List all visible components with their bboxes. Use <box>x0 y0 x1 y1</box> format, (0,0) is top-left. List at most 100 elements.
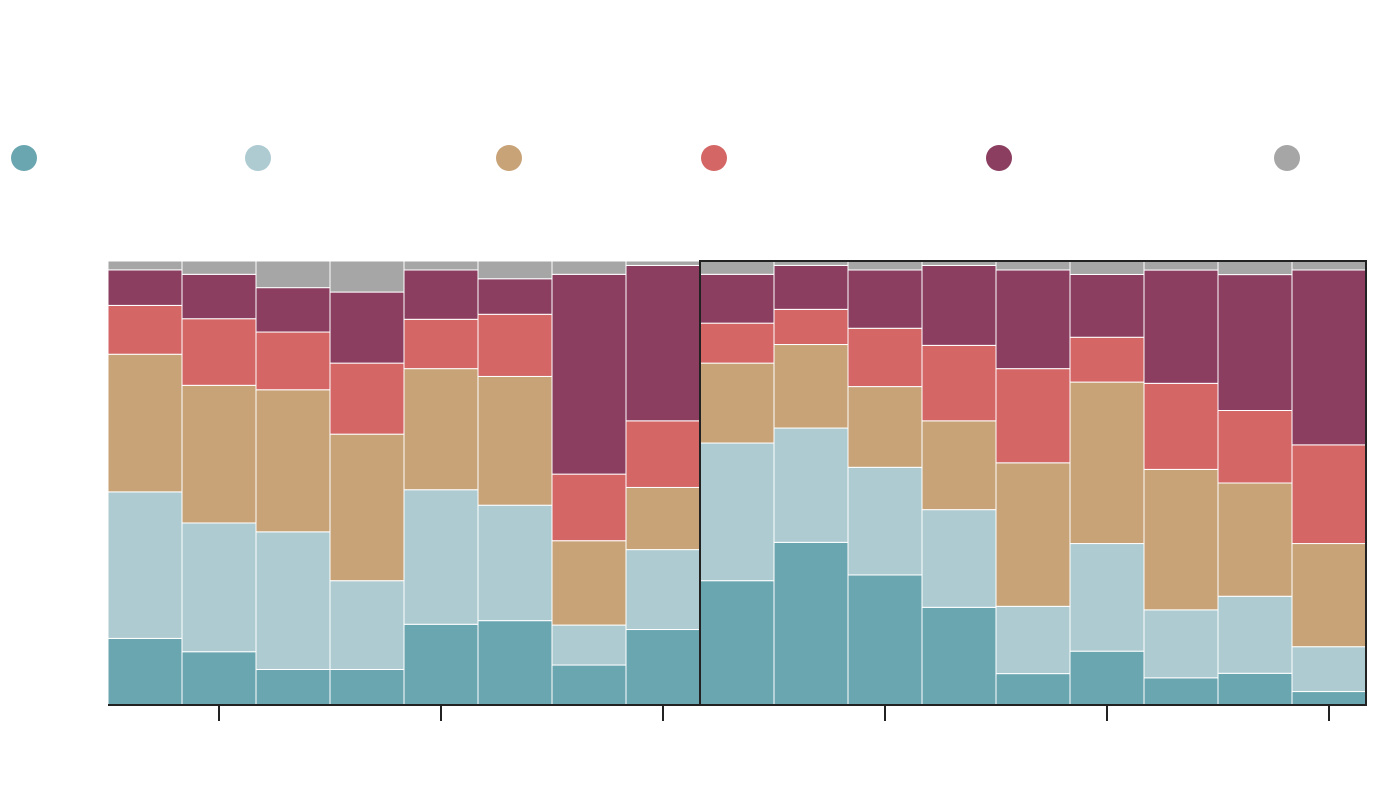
legend-marker-4 <box>701 145 727 171</box>
bar-segment-8-series-3 <box>625 486 701 551</box>
bar-segment-13-series-5 <box>995 269 1071 370</box>
bar-segment-2-series-4 <box>181 318 257 386</box>
bar-segment-14-series-4 <box>1069 336 1145 383</box>
bar-segment-4-series-1 <box>329 668 405 706</box>
bar-segment-12-series-3 <box>921 420 997 511</box>
bar-segment-10-series-1 <box>773 541 849 706</box>
bar-segment-4-series-3 <box>329 433 405 582</box>
bar-segment-7-series-2 <box>551 624 627 666</box>
bar-segment-7-series-4 <box>551 473 627 542</box>
bar-segment-17-series-4 <box>1291 444 1367 545</box>
bar-segment-2-series-3 <box>181 384 257 524</box>
bar-segment-11-series-4 <box>847 327 923 388</box>
bar-segment-8-series-5 <box>625 264 701 422</box>
bar-segment-17-series-6 <box>1291 260 1367 271</box>
bar-segment-13-series-2 <box>995 605 1071 675</box>
bar-segment-10-series-4 <box>773 308 849 346</box>
bar-segment-3-series-6 <box>255 260 331 289</box>
bar-segment-8-series-6 <box>625 260 701 266</box>
plot-area <box>107 260 1367 706</box>
bar-segment-1-series-5 <box>107 269 183 306</box>
bar-segment-15-series-1 <box>1143 677 1219 706</box>
bar-segment-2-series-5 <box>181 273 257 320</box>
bar-segment-12-series-2 <box>921 509 997 608</box>
bar-segment-17-series-3 <box>1291 543 1367 648</box>
bar-segment-14-series-3 <box>1069 381 1145 545</box>
bar-segment-9-series-5 <box>699 273 775 324</box>
bar-segment-16-series-5 <box>1217 274 1293 412</box>
bar-segment-9-series-2 <box>699 442 775 582</box>
bar-segment-3-series-1 <box>255 668 331 706</box>
bar-segment-16-series-1 <box>1217 672 1293 706</box>
bar-segment-15-series-4 <box>1143 382 1219 470</box>
bar-segment-9-series-1 <box>699 580 775 706</box>
legend-marker-6 <box>1274 145 1300 171</box>
bar-segment-7-series-3 <box>551 540 627 626</box>
bar-segment-5-series-2 <box>403 489 479 625</box>
bar-segment-12-series-1 <box>921 606 997 706</box>
bar-segment-3-series-5 <box>255 287 331 333</box>
bar-segment-6-series-3 <box>477 375 553 506</box>
bar-segment-11-series-1 <box>847 574 923 706</box>
bar-segment-17-series-5 <box>1291 269 1367 446</box>
bar-segment-16-series-6 <box>1217 260 1293 276</box>
legend-marker-5 <box>986 145 1012 171</box>
bar-segment-3-series-2 <box>255 531 331 670</box>
bar-segment-16-series-3 <box>1217 482 1293 597</box>
bar-segment-4-series-4 <box>329 362 405 435</box>
legend-marker-3 <box>496 145 522 171</box>
bar-segment-1-series-6 <box>107 260 183 271</box>
legend <box>11 145 1300 171</box>
bar-segment-15-series-3 <box>1143 468 1219 611</box>
bar-segment-9-series-6 <box>699 260 775 275</box>
bar-segment-1-series-4 <box>107 304 183 355</box>
bar-segment-14-series-2 <box>1069 543 1145 652</box>
bar-segment-5-series-5 <box>403 269 479 320</box>
bar-segment-14-series-6 <box>1069 260 1145 275</box>
bar-segment-5-series-1 <box>403 623 479 706</box>
bar-segment-6-series-1 <box>477 620 553 706</box>
bar-segment-11-series-6 <box>847 260 923 271</box>
bar-segment-10-series-2 <box>773 427 849 543</box>
bar-segment-1-series-3 <box>107 353 183 493</box>
bar-segment-6-series-6 <box>477 260 553 280</box>
bar-segment-5-series-3 <box>403 368 479 491</box>
bar-segment-12-series-4 <box>921 344 997 422</box>
bar-segment-6-series-2 <box>477 504 553 622</box>
bar-segment-9-series-3 <box>699 362 775 444</box>
bar-segment-8-series-2 <box>625 549 701 631</box>
bar-segment-11-series-3 <box>847 386 923 468</box>
bar-segment-14-series-1 <box>1069 650 1145 706</box>
bar-segment-11-series-2 <box>847 466 923 576</box>
bar-segment-3-series-4 <box>255 331 331 391</box>
bar-segment-3-series-3 <box>255 389 331 533</box>
bar-segment-13-series-4 <box>995 368 1071 464</box>
bar-segment-10-series-3 <box>773 344 849 429</box>
bar-segment-12-series-5 <box>921 264 997 346</box>
bar-segment-7-series-1 <box>551 664 627 706</box>
bar-segment-13-series-6 <box>995 260 1071 271</box>
bar-segment-17-series-2 <box>1291 646 1367 693</box>
bar-segment-7-series-6 <box>551 260 627 275</box>
bar-segment-1-series-1 <box>107 637 183 706</box>
bar-segment-15-series-6 <box>1143 260 1219 271</box>
bar-segment-4-series-2 <box>329 580 405 670</box>
legend-marker-1 <box>11 145 37 171</box>
bar-segment-1-series-2 <box>107 491 183 639</box>
bar-segment-14-series-5 <box>1069 273 1145 338</box>
bar-segment-10-series-5 <box>773 264 849 310</box>
bar-segment-7-series-5 <box>551 273 627 475</box>
bar-segment-16-series-2 <box>1217 595 1293 674</box>
bar-segment-2-series-2 <box>181 522 257 653</box>
bar-segment-2-series-6 <box>181 260 257 275</box>
bar-segment-15-series-5 <box>1143 269 1219 384</box>
bar-segment-8-series-4 <box>625 420 701 488</box>
bar-segment-9-series-4 <box>699 322 775 364</box>
bar-segment-5-series-4 <box>403 318 479 370</box>
bar-segment-13-series-3 <box>995 462 1071 607</box>
bar-segment-4-series-5 <box>329 291 405 364</box>
bar-segment-8-series-1 <box>625 629 701 706</box>
bar-segment-4-series-6 <box>329 260 405 293</box>
bar-segment-11-series-5 <box>847 269 923 329</box>
